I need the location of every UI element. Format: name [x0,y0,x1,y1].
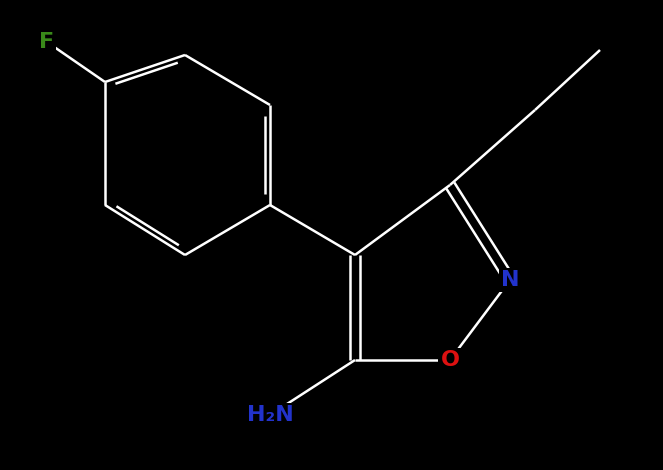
Text: N: N [501,270,519,290]
Text: O: O [440,350,459,370]
Text: F: F [39,32,54,52]
Text: H₂N: H₂N [247,405,293,425]
